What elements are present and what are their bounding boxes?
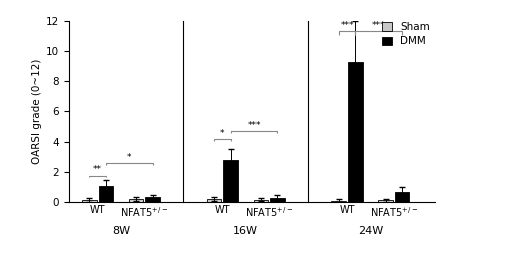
Bar <box>224 161 238 202</box>
Text: ***: *** <box>340 21 354 30</box>
Bar <box>207 199 221 202</box>
Text: **: ** <box>93 166 102 174</box>
Bar <box>253 200 268 202</box>
Bar <box>145 198 160 202</box>
Text: ***: *** <box>372 21 386 30</box>
Bar <box>99 186 113 202</box>
Bar <box>395 192 409 202</box>
Bar <box>82 200 97 202</box>
Text: ***: *** <box>247 121 261 130</box>
Bar <box>270 198 285 202</box>
Text: 8W: 8W <box>112 226 130 236</box>
Y-axis label: OARSI grade (0~12): OARSI grade (0~12) <box>32 59 42 164</box>
Text: *: * <box>127 153 132 162</box>
Bar <box>378 200 393 202</box>
Bar <box>331 200 346 202</box>
Text: 24W: 24W <box>358 226 383 236</box>
Text: 16W: 16W <box>233 226 258 236</box>
Bar <box>348 61 363 202</box>
Legend: Sham, DMM: Sham, DMM <box>382 22 430 46</box>
Bar <box>129 199 143 202</box>
Text: *: * <box>220 129 225 138</box>
